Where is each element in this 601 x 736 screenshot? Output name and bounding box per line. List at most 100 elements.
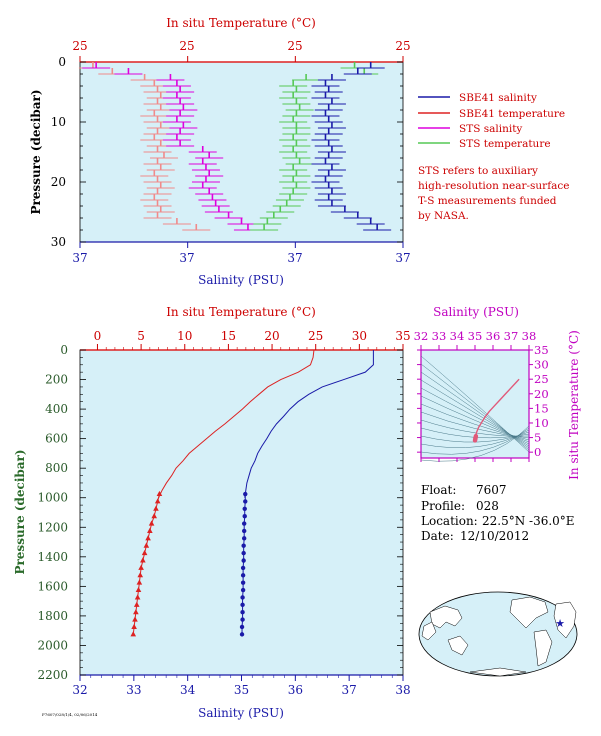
note-line-1: STS refers to auxiliary — [418, 165, 538, 177]
temperature-marker — [132, 616, 138, 622]
temperature-marker — [145, 535, 151, 541]
temperature-marker — [133, 609, 139, 615]
salinity-marker — [241, 536, 247, 541]
main-temp-tick-label-4: 20 — [264, 329, 279, 343]
temperature-marker — [134, 594, 141, 600]
footnote: F7607/028/1/4, 02/06/2014 — [42, 712, 98, 717]
ts-top-tick-label-5: 37 — [504, 329, 519, 343]
temperature-marker — [153, 505, 159, 511]
top-y-tick-0: 0 — [58, 55, 66, 69]
ts-right-tick-label-1: 5 — [534, 431, 541, 445]
ts-density-contour — [420, 395, 530, 443]
main-sal-tick-label-4: 36 — [288, 683, 303, 697]
salinity-marker — [240, 602, 245, 608]
salinity-marker — [241, 528, 247, 534]
note-line-3: T-S measurements funded — [418, 195, 557, 207]
temperature-marker — [151, 512, 158, 519]
main-temp-tick-label-6: 30 — [352, 329, 367, 343]
main-temp-tick-label-0: 0 — [94, 329, 102, 343]
main-y-tick-label-7: 1400 — [37, 550, 68, 564]
main-bottom-axis-title: Salinity (PSU) — [198, 706, 284, 720]
main-y-axis-title: Pressure (decibar) — [13, 449, 27, 574]
salinity-marker — [241, 543, 246, 548]
float-location-marker-icon: ★ — [555, 617, 565, 630]
float-label: Float: — [421, 483, 456, 497]
salinity-marker — [240, 573, 246, 578]
main-temp-tick-label-7: 35 — [395, 329, 410, 343]
map-ocean — [418, 591, 578, 677]
note-line-2: high-resolution near-surface — [418, 180, 569, 192]
temperature-marker — [147, 527, 153, 533]
top-bottom-axis-title: Salinity (PSU) — [198, 273, 284, 287]
salinity-marker — [241, 550, 246, 556]
top-bottom-tick-1: 37 — [179, 251, 194, 265]
top-panel: In situ Temperature (°C) 25 25 25 25 0 1… — [29, 16, 411, 287]
temperature-marker — [140, 557, 146, 563]
salinity-marker — [240, 610, 245, 615]
main-y-tick-labels: 0 200 400 600 800 1000 1200 1400 1600 1800 2000 220… — [37, 343, 68, 682]
main-y-tick-label-0: 0 — [60, 343, 68, 357]
main-panel: In situ Temperature (°C) 0 5 10 15 20 25 30 35 … — [13, 305, 411, 720]
ts-top-tick-label-3: 35 — [468, 329, 483, 343]
temperature-marker — [136, 579, 143, 585]
main-panel-series — [130, 349, 374, 637]
continent-antarctica — [469, 667, 527, 677]
top-panel-top-axis-title: In situ Temperature (°C) — [166, 16, 316, 30]
top-plot-area — [79, 61, 404, 243]
ts-density-contour — [420, 403, 530, 441]
ts-density-contour — [420, 411, 530, 439]
temperature-marker — [133, 601, 140, 607]
main-temp-tick-label-1: 5 — [137, 329, 145, 343]
ts-top-tick-labels: 32 33 34 35 36 37 38 — [414, 329, 537, 343]
ts-top-axis-title: Salinity (PSU) — [433, 305, 519, 319]
legend-label-sbe41-temperature: SBE41 temperature — [459, 108, 565, 120]
ts-top-tick-label-1: 33 — [432, 329, 447, 343]
temperature-marker — [154, 498, 161, 504]
ts-inset: Salinity (PSU) 32 33 34 35 36 37 38 0510152025… — [414, 305, 581, 480]
temperature-marker — [141, 549, 148, 556]
float-info: Float: 7607 Profile: 028 Location: 22.5°… — [421, 483, 575, 543]
main-temp-tick-label-2: 10 — [177, 329, 192, 343]
temperature-marker — [130, 631, 137, 637]
ts-deep-marker — [473, 433, 479, 439]
salinity-marker — [240, 595, 245, 600]
map-continents — [421, 596, 577, 677]
main-panel-ticks — [79, 344, 404, 681]
legend: SBE41 salinity SBE41 temperature STS sal… — [418, 92, 569, 222]
temperature-profile-line — [158, 349, 315, 498]
main-y-tick-label-1: 200 — [45, 373, 68, 387]
temperature-marker — [143, 542, 150, 548]
ts-right-tick-label-4: 20 — [534, 387, 549, 401]
continent-asia — [429, 605, 463, 629]
ts-ticks — [417, 345, 533, 462]
salinity-profile-line — [244, 350, 374, 498]
continent-africa-west — [421, 621, 437, 641]
top-panel-ticks — [79, 56, 404, 248]
salinity-marker — [240, 580, 246, 585]
salinity-marker — [240, 565, 246, 571]
top-bottom-tick-0: 37 — [72, 251, 87, 265]
float-value: 7607 — [476, 483, 507, 497]
date-value: 12/10/2012 — [460, 529, 529, 543]
date-label: Date: — [421, 529, 454, 543]
main-y-tick-label-2: 400 — [45, 402, 68, 416]
salinity-marker — [241, 558, 246, 563]
temperature-marker — [156, 490, 163, 497]
salinity-marker — [243, 499, 248, 504]
salinity-marker — [242, 513, 247, 519]
ts-top-tick-label-4: 36 — [486, 329, 501, 343]
main-sal-tick-label-1: 33 — [126, 683, 141, 697]
top-bottom-tick-2: 37 — [287, 251, 302, 265]
main-sal-tick-label-3: 35 — [234, 683, 249, 697]
ts-density-contour — [420, 425, 530, 462]
top-tick-label-t0: 25 — [72, 39, 87, 53]
main-sal-tick-label-5: 37 — [342, 683, 357, 697]
ts-series — [472, 378, 520, 443]
main-bottom-tick-labels: 32 33 34 35 36 37 38 — [72, 683, 410, 697]
main-sal-tick-label-6: 38 — [395, 683, 410, 697]
ts-top-tick-label-2: 34 — [450, 329, 465, 343]
ts-right-tick-label-2: 10 — [534, 416, 549, 430]
main-sal-tick-label-2: 34 — [180, 683, 196, 697]
